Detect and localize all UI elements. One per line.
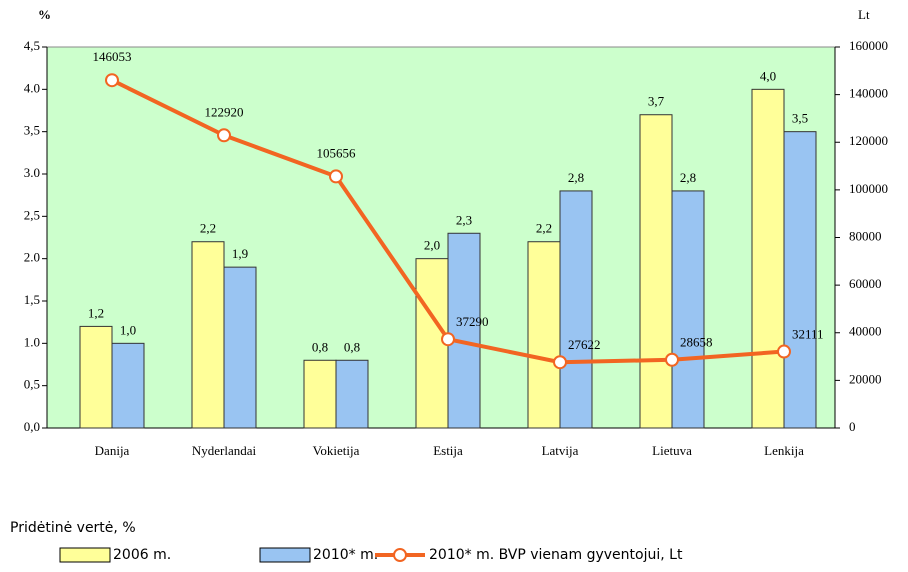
bar bbox=[783, 131, 817, 429]
legend-label: 2006 m. bbox=[113, 547, 171, 563]
y-tick-label: 1.0 bbox=[24, 334, 40, 349]
marker bbox=[329, 169, 343, 184]
data-label: 4,0 bbox=[760, 68, 776, 83]
data-label: 146053 bbox=[93, 49, 132, 64]
data-label: 0,8 bbox=[344, 339, 360, 354]
legend-marker bbox=[393, 548, 407, 562]
bar bbox=[191, 241, 225, 429]
x-tick-label: Lenkija bbox=[764, 443, 804, 458]
marker bbox=[217, 128, 231, 143]
y-tick-label: 4,5 bbox=[24, 38, 40, 53]
data-label: 105656 bbox=[317, 145, 357, 160]
x-tick-label: Vokietija bbox=[313, 443, 360, 458]
bar bbox=[639, 114, 673, 429]
y-tick-label: 1,5 bbox=[24, 292, 40, 307]
bar bbox=[303, 359, 337, 429]
data-label: 0,8 bbox=[312, 339, 328, 354]
y2-tick-label: 100000 bbox=[849, 181, 888, 196]
data-label: 2,8 bbox=[680, 170, 696, 185]
y2-tick-label: 140000 bbox=[849, 86, 888, 101]
y2-tick-label: 160000 bbox=[849, 38, 888, 53]
marker bbox=[105, 73, 119, 88]
x-tick-label: Latvija bbox=[542, 443, 579, 458]
bar bbox=[447, 232, 481, 429]
y-tick-label: 0,0 bbox=[24, 419, 40, 434]
y-tick-label: 0,5 bbox=[24, 377, 40, 392]
data-label: 2,2 bbox=[200, 221, 216, 236]
legend-label: 2010* m. bbox=[313, 547, 378, 563]
data-label: 2,3 bbox=[456, 212, 472, 227]
data-label: 122920 bbox=[205, 104, 244, 119]
data-label: 27622 bbox=[568, 337, 601, 352]
bar bbox=[79, 325, 113, 429]
data-label: 1,9 bbox=[232, 246, 248, 261]
y2-tick-label: 20000 bbox=[849, 371, 882, 386]
bar bbox=[111, 342, 145, 429]
data-label: 2,0 bbox=[424, 238, 440, 253]
data-label: 32111 bbox=[792, 327, 824, 342]
marker bbox=[777, 344, 791, 359]
marker bbox=[665, 352, 679, 367]
bar bbox=[751, 88, 785, 429]
x-tick-label: Estija bbox=[433, 443, 463, 458]
y2-tick-label: 60000 bbox=[849, 276, 882, 291]
y2-tick-label: 40000 bbox=[849, 324, 882, 339]
data-label: 37290 bbox=[456, 314, 489, 329]
bar bbox=[223, 266, 257, 429]
data-label: 3,7 bbox=[648, 94, 665, 109]
legend-swatch bbox=[59, 547, 111, 563]
y-tick-label: 4.0 bbox=[24, 80, 40, 95]
marker bbox=[553, 355, 567, 370]
y2-tick-label: 0 bbox=[849, 419, 856, 434]
x-tick-label: Lietuva bbox=[652, 443, 692, 458]
x-tick-label: Nyderlandai bbox=[192, 443, 257, 458]
y-axis-label: % bbox=[38, 7, 51, 22]
y2-axis-label: Lt bbox=[858, 7, 870, 22]
legend-label: 2010* m. BVP vienam gyventojui, Lt bbox=[429, 547, 683, 563]
bar bbox=[527, 241, 561, 429]
y-tick-label: 3.0 bbox=[24, 165, 40, 180]
bar bbox=[671, 190, 705, 429]
x-tick-label: Danija bbox=[95, 443, 130, 458]
bar bbox=[335, 359, 369, 429]
y-tick-label: 2,5 bbox=[24, 207, 40, 222]
data-label: 1,2 bbox=[88, 305, 104, 320]
bar bbox=[559, 190, 593, 429]
y-tick-label: 2.0 bbox=[24, 250, 40, 265]
marker bbox=[441, 332, 455, 347]
y-tick-label: 3,5 bbox=[24, 123, 40, 138]
y2-tick-label: 120000 bbox=[849, 133, 888, 148]
data-label: 2,2 bbox=[536, 221, 552, 236]
legend-title: Pridėtinė vertė, % bbox=[10, 520, 136, 536]
y2-tick-label: 80000 bbox=[849, 228, 882, 243]
data-label: 2,8 bbox=[568, 170, 584, 185]
legend-swatch bbox=[259, 547, 311, 563]
data-label: 1,0 bbox=[120, 322, 136, 337]
data-label: 28658 bbox=[680, 335, 713, 350]
data-label: 3,5 bbox=[792, 111, 808, 126]
